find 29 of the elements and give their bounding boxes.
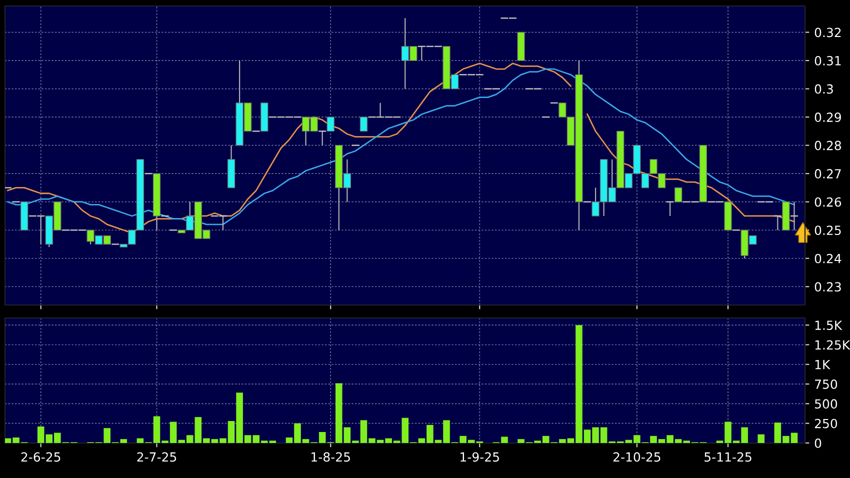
y-tick-label: 0.26 <box>814 197 842 207</box>
x-tick-label: 2-6-25 <box>21 452 60 462</box>
y-tick-label: 0.24 <box>814 254 842 264</box>
bar <box>758 434 765 443</box>
x-tick-label: 5-11-25 <box>704 452 752 462</box>
y-tick-label: 500 <box>814 399 838 409</box>
x-tick-label: 2-10-25 <box>613 452 660 462</box>
y-tick-label: 1.5K <box>815 320 842 330</box>
x-tick-label: 2-7-25 <box>137 452 176 462</box>
candlestick <box>326 116 334 132</box>
candlestick <box>360 116 368 132</box>
x-tick-label: 1-9-25 <box>460 452 499 462</box>
y-tick-label: 0.27 <box>814 169 841 179</box>
y-tick-label: 0.23 <box>814 282 841 292</box>
y-tick-label: 0.3 <box>814 84 833 94</box>
y-tick-label: 750 <box>815 380 838 389</box>
x-tick-label: 1-8-25 <box>312 452 350 462</box>
y-tick-label: 1.25K <box>815 340 850 350</box>
candlestick <box>666 201 674 217</box>
candlestick <box>674 187 682 202</box>
y-tick-label: 0.29 <box>814 112 841 122</box>
y-tick-label: 0 <box>814 438 822 448</box>
y-tick-label: 250 <box>814 418 838 428</box>
y-tick-label: 0.28 <box>814 140 842 150</box>
y-tick-label: 0.25 <box>814 226 841 236</box>
candlestick <box>318 130 327 146</box>
y-tick-label: 1K <box>815 360 830 370</box>
y-tick-label: 0.31 <box>814 56 841 66</box>
y-tick-label: 0.32 <box>814 28 841 38</box>
